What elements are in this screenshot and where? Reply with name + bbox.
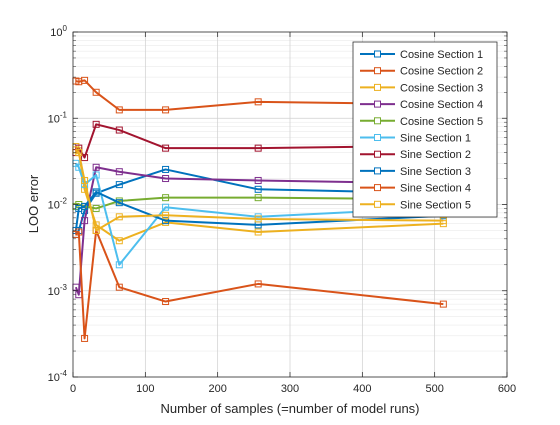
data-point	[92, 120, 100, 128]
legend-label: Sine Section 4	[400, 183, 471, 195]
legend-swatch-marker	[374, 50, 381, 58]
legend-label: Cosine Section 1	[400, 49, 483, 61]
x-tick-label: 300	[281, 383, 299, 395]
data-point	[81, 202, 89, 210]
data-point	[162, 175, 170, 183]
data-point	[254, 228, 262, 236]
y-tick-label: 10-4	[48, 369, 68, 384]
data-point	[92, 204, 100, 212]
data-point	[92, 171, 100, 179]
data-point	[115, 126, 123, 134]
data-point	[162, 217, 170, 225]
data-point	[162, 203, 170, 211]
legend-swatch-marker	[374, 83, 381, 91]
data-point	[254, 280, 262, 288]
y-tick-label: 100	[50, 24, 67, 39]
x-tick-label: 500	[425, 383, 443, 395]
data-point	[254, 185, 262, 193]
series-line	[75, 196, 444, 210]
x-tick-label: 100	[136, 383, 154, 395]
data-point	[254, 215, 262, 223]
legend-label: Sine Section 3	[400, 166, 471, 178]
legend-label: Sine Section 5	[400, 199, 471, 211]
legend-entry: Sine Section 2	[360, 149, 471, 161]
x-tick-label: 600	[498, 383, 516, 395]
legend-swatch-marker	[374, 134, 381, 141]
data-point	[81, 217, 89, 225]
data-point	[115, 213, 123, 221]
series-line	[74, 190, 444, 231]
legend-entry: Sine Section 4	[360, 183, 471, 195]
legend-entry: Cosine Section 3	[360, 82, 483, 94]
data-point	[254, 144, 262, 152]
legend-entry: Sine Section 1	[360, 133, 471, 145]
data-point	[115, 106, 123, 114]
legend-entry: Sine Section 3	[360, 166, 471, 178]
x-tick-label: 0	[70, 383, 76, 395]
data-point	[92, 188, 100, 196]
data-point	[162, 144, 170, 152]
data-point	[75, 228, 83, 236]
series-line	[75, 79, 444, 111]
data-point	[81, 76, 89, 84]
data-point	[439, 300, 447, 308]
x-tick-label: 200	[208, 383, 226, 395]
legend-label: Cosine Section 2	[400, 66, 483, 78]
data-point	[115, 199, 123, 207]
data-point	[162, 211, 170, 219]
x-tick-label: 400	[353, 383, 371, 395]
data-point	[162, 298, 170, 306]
data-point	[92, 88, 100, 96]
data-point	[115, 181, 123, 189]
legend-label: Cosine Section 4	[400, 99, 483, 111]
data-point	[162, 106, 170, 114]
series-layer	[72, 76, 447, 342]
data-point	[92, 226, 100, 234]
data-point	[115, 168, 123, 176]
series-line	[74, 166, 444, 296]
legend: Cosine Section 1 Cosine Section 2 Cosine S…	[352, 41, 498, 218]
legend-label: Sine Section 2	[400, 149, 471, 161]
legend-entry: Cosine Section 1	[360, 49, 483, 61]
legend-swatch-marker	[374, 117, 381, 125]
data-point	[254, 176, 262, 184]
data-point	[81, 154, 89, 162]
y-tick-label: 10-3	[48, 283, 68, 298]
data-point	[254, 194, 262, 202]
x-axis-label: Number of samples (=number of model runs…	[160, 401, 419, 416]
series-line	[75, 229, 444, 340]
y-tick-label: 10-1	[48, 110, 68, 125]
legend-swatch-marker	[374, 200, 381, 208]
axes: 10-4 10-3 10-2 10-1 100 0 100 200 300 400 500 600	[48, 24, 517, 395]
legend-label: Sine Section 1	[400, 133, 471, 145]
data-point	[439, 217, 447, 225]
legend-entry: Sine Section 5	[360, 199, 471, 211]
legend-label: Cosine Section 5	[400, 116, 483, 128]
data-point	[115, 283, 123, 291]
data-point	[115, 261, 123, 269]
data-point	[162, 194, 170, 202]
legend-swatch-marker	[374, 184, 381, 192]
legend-entry: Cosine Section 2	[360, 66, 483, 78]
legend-swatch-marker	[374, 100, 381, 108]
legend-entry: Cosine Section 5	[360, 116, 483, 128]
legend-swatch-marker	[374, 167, 381, 175]
legend-swatch-marker	[374, 150, 381, 158]
data-point	[81, 334, 89, 342]
legend-swatch-marker	[374, 67, 381, 75]
data-point	[92, 163, 100, 171]
y-tick-label: 10-2	[48, 197, 68, 212]
series-9	[72, 226, 447, 342]
data-point	[115, 237, 123, 245]
data-point	[162, 165, 170, 173]
legend-label: Cosine Section 3	[400, 82, 483, 94]
data-point	[254, 98, 262, 106]
y-axis-label: LOO error	[26, 174, 41, 233]
series-line	[75, 149, 444, 232]
data-point	[81, 176, 89, 184]
legend-entry: Cosine Section 4	[360, 99, 483, 111]
